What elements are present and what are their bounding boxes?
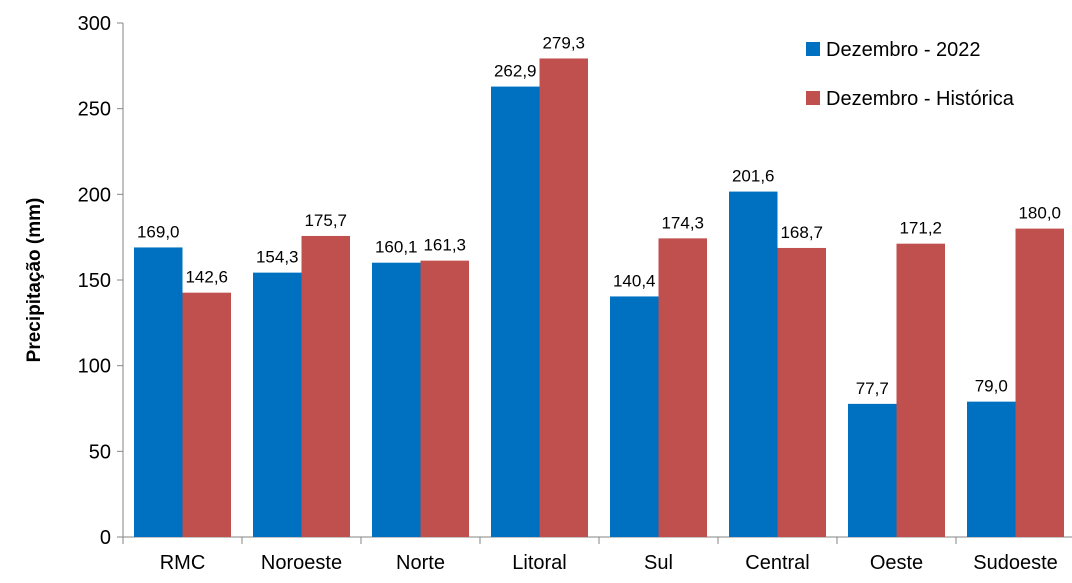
y-axis: 0 50 100 150 200 250 300 [78,13,124,549]
x-category-label: Norte [396,552,445,574]
data-label: 169,0 [137,222,180,241]
data-label: 174,3 [661,213,704,232]
y-tick-label: 200 [78,184,111,206]
bar [896,243,945,537]
bar [372,262,421,537]
x-category-label: RMC [160,552,206,574]
data-label: 79,0 [975,377,1008,396]
data-label: 161,3 [423,236,466,255]
y-tick-label: 0 [100,527,111,549]
legend-swatch [806,91,820,105]
bar [658,238,707,537]
data-label: 279,3 [542,33,585,52]
y-tick-label: 50 [89,441,111,463]
x-axis: RMC Noroeste Norte Litoral Sul Central Oeste Su… [122,536,1072,574]
y-tick-label: 100 [78,356,111,378]
x-category-label: Central [745,552,809,574]
data-label: 171,2 [899,219,942,238]
y-tick-label: 300 [78,13,111,35]
y-axis-title: Precipitação (mm) [24,198,45,363]
y-tick-label: 250 [78,99,111,121]
bar [420,260,469,537]
x-category-label: Noroeste [261,552,342,574]
data-label: 175,7 [304,211,347,230]
bar [491,86,540,537]
x-category-label: Sul [644,552,673,574]
bar [848,403,897,537]
data-label: 168,7 [780,223,823,242]
data-label: 160,1 [375,238,418,257]
x-category-label: Litoral [512,552,566,574]
legend-label: Dezembro - 2022 [826,39,981,61]
bar [967,401,1016,537]
bar [182,292,231,537]
bar [729,191,778,538]
bar [253,272,302,537]
bars-group [134,58,1064,538]
legend-label: Dezembro - Histórica [826,88,1015,110]
legend-swatch [806,42,820,56]
x-category-label: Oeste [870,552,923,574]
bar [777,247,826,537]
data-label: 77,7 [856,379,889,398]
data-label: 142,6 [185,268,228,287]
data-label: 262,9 [494,62,537,81]
data-label: 180,0 [1018,204,1061,223]
x-category-label: Sudoeste [973,552,1058,574]
data-label: 154,3 [256,248,299,267]
bar [610,296,659,537]
data-label: 140,4 [613,271,656,290]
data-labels-group: 169,0 154,3 160,1 262,9 140,4 201,6 77,7 79,0 14… [137,33,1061,397]
bar [1015,228,1064,537]
bar [539,58,588,537]
bar [301,235,350,537]
data-label: 201,6 [732,167,775,186]
y-tick-label: 150 [78,270,111,292]
legend: Dezembro - 2022 Dezembro - Histórica [806,39,1015,110]
bar [134,247,183,538]
